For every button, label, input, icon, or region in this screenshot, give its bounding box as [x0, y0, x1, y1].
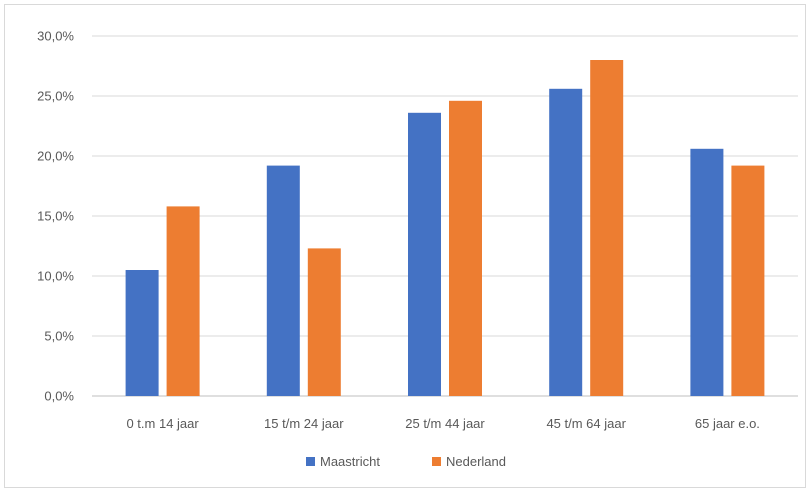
y-tick-label: 10,0%	[37, 269, 74, 284]
y-tick-label: 15,0%	[37, 209, 74, 224]
bar-nederland-1	[307, 248, 341, 396]
x-tick-label: 25 t/m 44 jaar	[405, 416, 485, 431]
bar-maastricht-1	[266, 165, 300, 396]
x-tick-label: 0 t.m 14 jaar	[126, 416, 199, 431]
y-tick-label: 0,0%	[44, 389, 74, 404]
x-axis: 0 t.m 14 jaar 15 t/m 24 jaar 25 t/m 44 jaa…	[126, 416, 759, 431]
x-tick-label: 45 t/m 64 jaar	[546, 416, 626, 431]
bar-nederland-4	[731, 165, 765, 396]
y-tick-label: 30,0%	[37, 29, 74, 44]
bar-nederland-2	[449, 100, 482, 397]
gridlines	[92, 35, 798, 397]
legend-swatch-nederland	[432, 457, 441, 466]
bars	[125, 60, 765, 397]
y-tick-label: 5,0%	[44, 329, 74, 344]
bar-maastricht-0	[125, 270, 159, 396]
x-tick-label: 15 t/m 24 jaar	[264, 416, 344, 431]
legend-swatch-maastricht	[306, 457, 315, 466]
y-axis: 0,0% 5,0% 10,0% 15,0% 20,0% 25,0% 30,0%	[37, 29, 74, 404]
y-tick-label: 20,0%	[37, 149, 74, 164]
bar-maastricht-2	[408, 112, 441, 397]
y-tick-label: 25,0%	[37, 89, 74, 104]
x-tick-label: 65 jaar e.o.	[695, 416, 760, 431]
legend: Maastricht Nederland	[306, 454, 506, 469]
bar-maastricht-3	[549, 88, 583, 397]
bar-nederland-0	[166, 206, 200, 396]
bar-maastricht-4	[690, 148, 724, 396]
chart-frame	[4, 4, 806, 488]
legend-label-nederland: Nederland	[446, 454, 506, 469]
bar-nederland-3	[590, 60, 624, 396]
legend-label-maastricht: Maastricht	[320, 454, 380, 469]
